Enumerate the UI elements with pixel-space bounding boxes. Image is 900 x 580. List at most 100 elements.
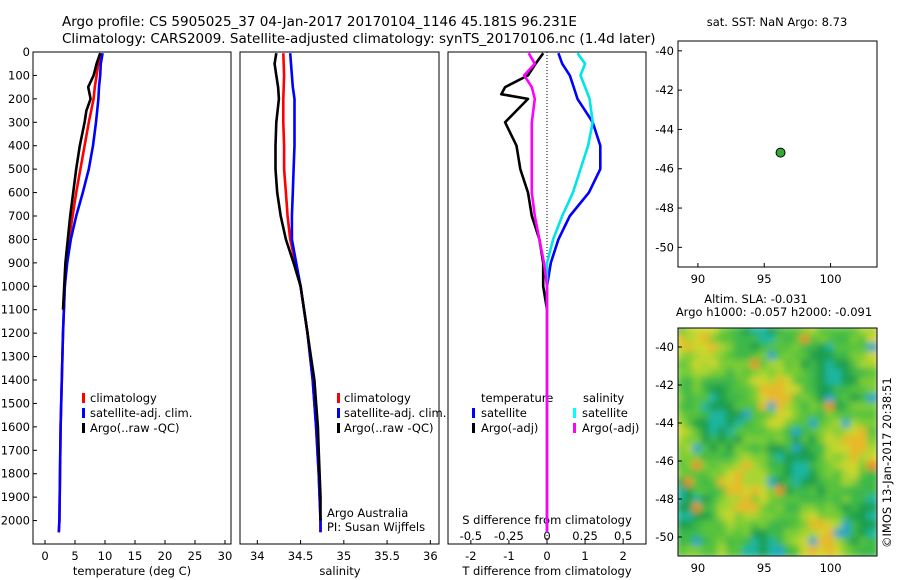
sla-heatmap-cell: [678, 545, 689, 556]
y-tick-label: 1700: [1, 443, 30, 457]
y-tick-label: 700: [8, 209, 30, 223]
sla-map-frame: [677, 327, 878, 557]
x-tick-label-difference: 1: [581, 549, 588, 563]
sla-map-title-line2: Argo h1000: -0.057 h2000: -0.091: [676, 305, 872, 319]
sla-heatmap-cell: [678, 418, 689, 432]
sla-heatmap-cell: [800, 545, 813, 556]
sla-heatmap-cell: [678, 351, 689, 364]
sla-heatmap-cell: [800, 328, 813, 339]
legend-swatch-s-argo: [573, 423, 576, 433]
x-tick-label-difference: 2: [619, 549, 626, 563]
sla-heatmap-cell: [783, 545, 797, 556]
series-line-temperature-2: [61, 52, 102, 310]
difference-legend: temperature satellite Argo(-adj) salinit…: [472, 391, 639, 435]
sla-heatmap-cell: [866, 511, 877, 525]
sla-heatmap-cell: [758, 545, 772, 556]
sla-heatmap-cell: [678, 494, 689, 508]
legend-label-t-satellite: satellite: [481, 406, 527, 420]
temperature-legend: climatology satellite-adj. clim. Argo(..…: [82, 391, 192, 435]
y-tick-label: 1000: [1, 279, 30, 293]
legend-label-argo: Argo(..raw -QC): [344, 421, 434, 435]
sla-heatmap-cell: [866, 402, 877, 415]
sst-x-tick-label: 100: [820, 272, 842, 286]
legend-swatch-climatology: [82, 393, 85, 403]
sla-heatmap-cell: [678, 528, 689, 542]
y-tick-label: 500: [8, 162, 30, 176]
footer-stamp: ©IMOS 13-Jan-2017 20:38:51: [880, 377, 894, 548]
x-tick-label-salinity: 35: [337, 549, 352, 563]
legend-label-s-argo: Argo(-adj): [582, 421, 639, 435]
sla-heatmap-cell: [866, 452, 877, 466]
sla-heatmap-cell: [678, 452, 689, 466]
x-tick-label-temperature: 10: [98, 549, 113, 563]
series-line-difference-1: [499, 52, 549, 310]
sla-heatmap-cell: [833, 328, 846, 339]
y-tick-label: 400: [8, 139, 30, 153]
sst-y-tick-label: -46: [655, 162, 674, 176]
salinity-legend: climatology satellite-adj. clim. Argo(..…: [337, 391, 446, 435]
sla-heatmap-cell: [866, 328, 877, 339]
sla-heatmap-cell: [866, 334, 877, 347]
x-tick-label-temperature: 25: [188, 549, 203, 563]
sla-heatmap-cell: [678, 520, 689, 533]
sla-heatmap-cell: [866, 418, 877, 432]
sla-heatmap-cell: [758, 328, 772, 339]
sst-y-tick-label: -44: [655, 122, 674, 136]
y-tick-label: 1900: [1, 490, 30, 504]
temperature-panel-frame: [32, 51, 232, 545]
legend-swatch-climatology: [337, 393, 340, 403]
salinity-panel-frame: [239, 51, 440, 545]
x-top-tick-label: -0.25: [494, 529, 524, 543]
sla-heatmap-cell: [700, 545, 714, 556]
sla-heatmap-cell: [817, 328, 830, 339]
sla-heatmap-cell: [678, 393, 689, 406]
sla-heatmap-cell: [841, 328, 855, 339]
y-tick-label: 1500: [1, 396, 30, 410]
sla-heatmap-cell: [742, 545, 755, 556]
salinity-xlabel: salinity: [319, 564, 360, 578]
sla-heatmap-cell: [678, 469, 689, 482]
sla-heatmap-cell: [678, 368, 689, 381]
sla-heatmap-cell: [866, 478, 877, 491]
sla-heatmap-cell: [866, 537, 877, 550]
sla-heatmap-cell: [692, 545, 705, 556]
sla-heatmap-cell: [808, 545, 821, 556]
sla-y-tick-label: -48: [655, 492, 674, 506]
y-tick-label: 900: [8, 256, 30, 270]
sla-y-tick-label: -42: [655, 378, 674, 392]
sst-y-tick-label: -40: [655, 44, 674, 58]
sla-heatmap-cell: [678, 359, 689, 373]
x-top-tick-label: 0.5: [614, 529, 632, 543]
sla-heatmap-cell: [678, 435, 689, 449]
sla-heatmap-cell: [866, 520, 877, 533]
sla-y-tick-label: -50: [655, 530, 674, 544]
sla-heatmap-cell: [678, 461, 689, 474]
legend-swatch-s-satellite: [573, 408, 576, 418]
y-tick-label: 1600: [1, 420, 30, 434]
legend-label-t-argo: Argo(-adj): [481, 421, 538, 435]
sla-heatmap-cell: [678, 486, 689, 499]
sla-heatmap-cell: [866, 486, 877, 499]
sla-heatmap-cell: [678, 537, 689, 550]
sla-y-tick-label: -40: [655, 340, 674, 354]
sla-heatmap-cell: [866, 351, 877, 364]
sst-y-tick-label: -42: [655, 83, 674, 97]
sla-heatmap-cell: [783, 328, 797, 339]
annotation-line1: Argo Australia: [327, 506, 408, 520]
y-tick-label: 600: [8, 186, 30, 200]
series-line-difference-3: [522, 52, 549, 533]
series-line-salinity-1: [288, 53, 322, 533]
x-top-tick-label: -0.5: [460, 529, 482, 543]
sla-y-tick-label: -46: [655, 454, 674, 468]
sla-heatmap-cell: [792, 545, 805, 556]
sla-x-tick-label: 100: [820, 561, 842, 575]
sla-heatmap-cell: [866, 376, 877, 390]
x-tick-label-temperature: 0: [41, 549, 48, 563]
sla-heatmap-cell: [825, 328, 838, 339]
sla-heatmap-cell: [750, 328, 763, 339]
sla-heatmap: [678, 328, 877, 556]
legend-label-climatology: climatology: [344, 391, 411, 405]
y-tick-label: 1300: [1, 350, 30, 364]
sla-heatmap-cell: [678, 444, 689, 457]
